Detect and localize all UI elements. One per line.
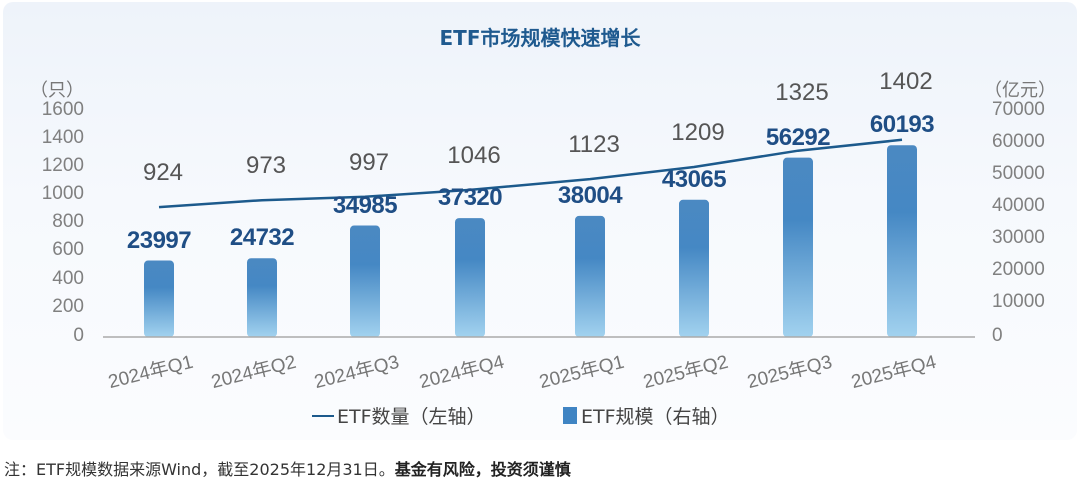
right-tick: 70000	[992, 99, 1045, 120]
scale-value-label: 37320	[437, 184, 503, 212]
left-tick: 0	[73, 325, 84, 346]
legend: ETF数量（左轴） ETF规模（右轴）	[0, 400, 1080, 430]
bar	[350, 225, 380, 337]
count-value-label: 924	[142, 159, 184, 187]
count-value-label: 1046	[447, 141, 501, 169]
right-tick: 30000	[992, 227, 1045, 248]
bar	[455, 218, 485, 337]
left-tick: 800	[52, 211, 84, 232]
bar	[575, 215, 605, 337]
right-tick: 40000	[992, 195, 1045, 216]
bar	[679, 199, 709, 337]
line-swatch-icon	[312, 414, 334, 417]
count-value-label: 1209	[671, 118, 725, 146]
right-tick: 60000	[992, 131, 1045, 152]
scale-value-label: 60193	[869, 111, 935, 139]
legend-label: ETF规模（右轴）	[581, 406, 730, 428]
bar-swatch-icon	[563, 407, 577, 424]
legend-item-count: ETF数量（左轴）	[312, 402, 486, 429]
legend-label: ETF数量（左轴）	[337, 406, 486, 428]
count-value-label: 1402	[879, 67, 933, 95]
right-tick: 0	[992, 325, 1003, 346]
left-tick: 1600	[41, 99, 84, 120]
scale-value-label: 38004	[557, 181, 623, 209]
right-tick: 50000	[992, 163, 1045, 184]
bar	[783, 157, 813, 337]
left-tick: 1000	[41, 183, 84, 204]
bar	[887, 145, 917, 337]
count-value-label: 997	[348, 148, 390, 176]
left-tick: 400	[52, 268, 84, 289]
bar	[247, 258, 277, 337]
legend-item-scale: ETF规模（右轴）	[563, 402, 730, 429]
chart-title: ETF市场规模快速增长	[439, 26, 641, 50]
risk-warning: 基金有风险，投资须谨慎	[394, 460, 571, 479]
left-tick: 1400	[41, 127, 84, 148]
scale-value-label: 24732	[229, 224, 295, 252]
right-tick: 20000	[992, 259, 1045, 280]
count-value-label: 973	[245, 152, 287, 180]
scale-value-label: 43065	[661, 165, 727, 193]
bar-series	[144, 145, 917, 337]
left-axis-unit: （只）	[30, 80, 84, 101]
left-tick: 200	[52, 296, 84, 317]
right-axis-unit: （亿元）	[984, 80, 1056, 101]
count-line	[158, 138, 903, 209]
scale-value-label: 56292	[765, 123, 831, 151]
count-value-label: 1325	[775, 78, 829, 106]
scale-value-label: 34985	[332, 191, 398, 219]
bar	[144, 260, 174, 337]
count-value-label: 1123	[568, 131, 620, 159]
right-tick: 10000	[992, 291, 1045, 312]
footnote: 注：ETF规模数据来源Wind，截至2025年12月31日。基金有风险，投资须谨…	[4, 456, 571, 480]
footnote-text: 注：ETF规模数据来源Wind，截至2025年12月31日。	[4, 460, 395, 479]
left-tick: 600	[52, 239, 84, 260]
scale-value-label: 23997	[126, 226, 192, 254]
left-tick: 1200	[41, 155, 84, 176]
